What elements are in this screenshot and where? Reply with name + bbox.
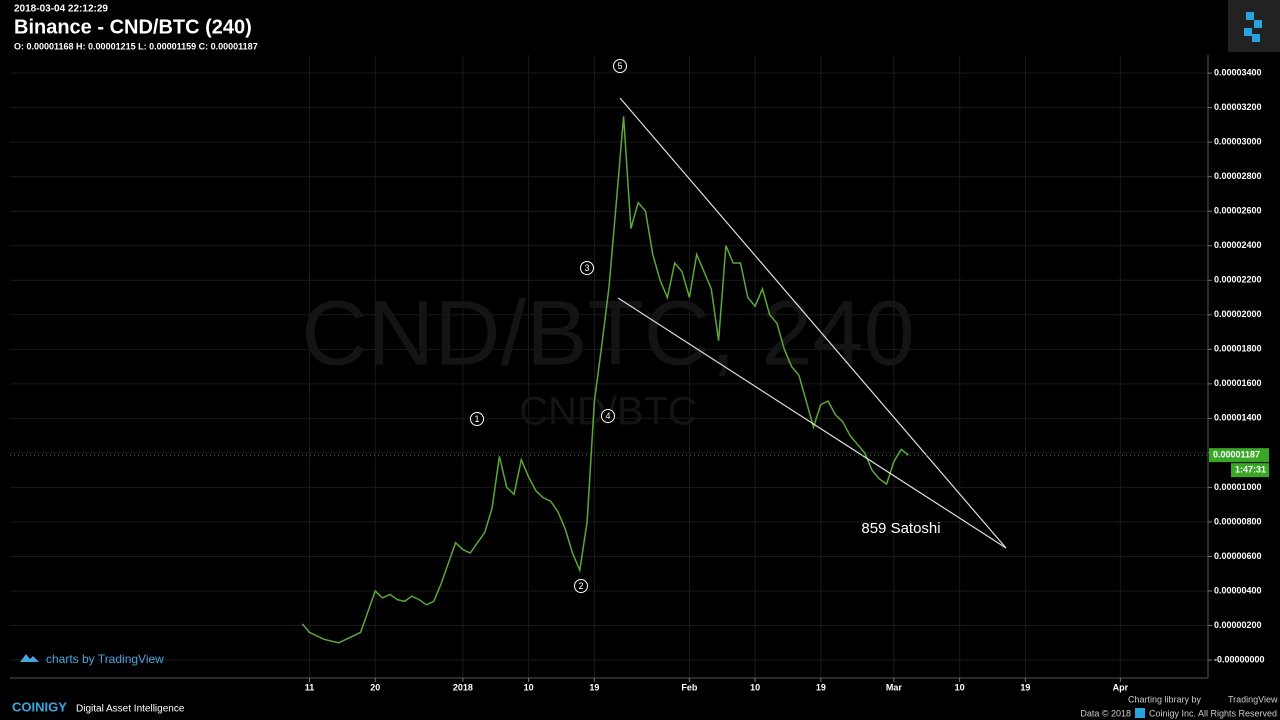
y-tick-label: 0.00002600 <box>1214 206 1262 216</box>
y-tick-label: -0.00000000 <box>1214 654 1265 664</box>
last-price-label: 0.00001187 <box>1213 450 1260 460</box>
y-tick-label: 0.00000800 <box>1214 516 1262 526</box>
y-tick-label: 0.00002800 <box>1214 171 1262 181</box>
annotation: 859 Satoshi <box>861 520 940 537</box>
rights: Coinigy Inc. All Rights Reserved <box>1149 708 1277 718</box>
coinigy-icon <box>1135 708 1145 718</box>
x-tick-label: 20 <box>370 682 380 692</box>
tv-credit[interactable]: charts by TradingView <box>46 652 164 666</box>
y-tick-label: 0.00003400 <box>1214 68 1262 78</box>
y-tick-label: 0.00002400 <box>1214 240 1262 250</box>
wave-marker <box>574 579 588 593</box>
wave-label: 1 <box>474 414 479 424</box>
x-tick-label: Apr <box>1113 682 1129 692</box>
y-tick-label: 0.00001600 <box>1214 378 1262 388</box>
tv-icon <box>20 654 39 662</box>
x-tick-label: 19 <box>589 682 599 692</box>
data-credit: Data © 2018 <box>1080 708 1131 718</box>
y-tick-label: 0.00000200 <box>1214 620 1262 630</box>
x-tick-label: Mar <box>886 682 903 692</box>
x-tick-label: 19 <box>1020 682 1030 692</box>
y-tick-label: 0.00001800 <box>1214 344 1262 354</box>
x-tick-label: 19 <box>816 682 826 692</box>
x-tick-label: 10 <box>955 682 965 692</box>
library-name[interactable]: TradingView <box>1228 694 1278 704</box>
x-tick-label: 11 <box>305 682 315 692</box>
wave-marker <box>601 409 615 423</box>
library-credit: Charting library by <box>1128 694 1202 704</box>
logo <box>1244 12 1262 42</box>
x-tick-label: 2018 <box>453 682 473 692</box>
brand[interactable]: COINIGY <box>12 699 67 714</box>
ohlc: O: 0.00001168 H: 0.00001215 L: 0.0000115… <box>14 41 258 51</box>
y-tick-label: 0.00002000 <box>1214 309 1262 319</box>
trend-line <box>617 297 1007 549</box>
plot <box>301 116 909 644</box>
y-tick-label: 0.00002200 <box>1214 275 1262 285</box>
wave-label: 2 <box>578 581 583 591</box>
wave-label: 5 <box>617 61 622 71</box>
y-tick-label: 0.00001400 <box>1214 413 1262 423</box>
wave-label: 4 <box>605 411 610 421</box>
y-tick-label: 0.00001000 <box>1214 482 1262 492</box>
x-tick-label: Feb <box>681 682 698 692</box>
tagline: Digital Asset Intelligence <box>76 704 185 715</box>
timestamp: 2018-03-04 22:12:29 <box>14 4 108 15</box>
countdown-box <box>1231 463 1269 478</box>
wave-marker <box>580 261 594 275</box>
countdown: 1:47:31 <box>1235 465 1266 475</box>
y-tick-label: 0.00000600 <box>1214 551 1262 561</box>
title: Binance - CND/BTC (240) <box>14 16 252 38</box>
x-tick-label: 10 <box>750 682 760 692</box>
y-tick-label: 0.00000400 <box>1214 585 1262 595</box>
trend-line <box>619 97 1007 549</box>
grid <box>10 55 1208 678</box>
wave-label: 3 <box>584 263 589 273</box>
wave-marker <box>470 412 484 426</box>
wave-marker <box>613 59 627 73</box>
last-price-box <box>1209 448 1269 463</box>
x-tick-label: 10 <box>524 682 534 692</box>
y-tick-label: 0.00003000 <box>1214 137 1262 147</box>
price-line <box>301 116 909 644</box>
y-tick-label: 0.00003200 <box>1214 102 1262 112</box>
